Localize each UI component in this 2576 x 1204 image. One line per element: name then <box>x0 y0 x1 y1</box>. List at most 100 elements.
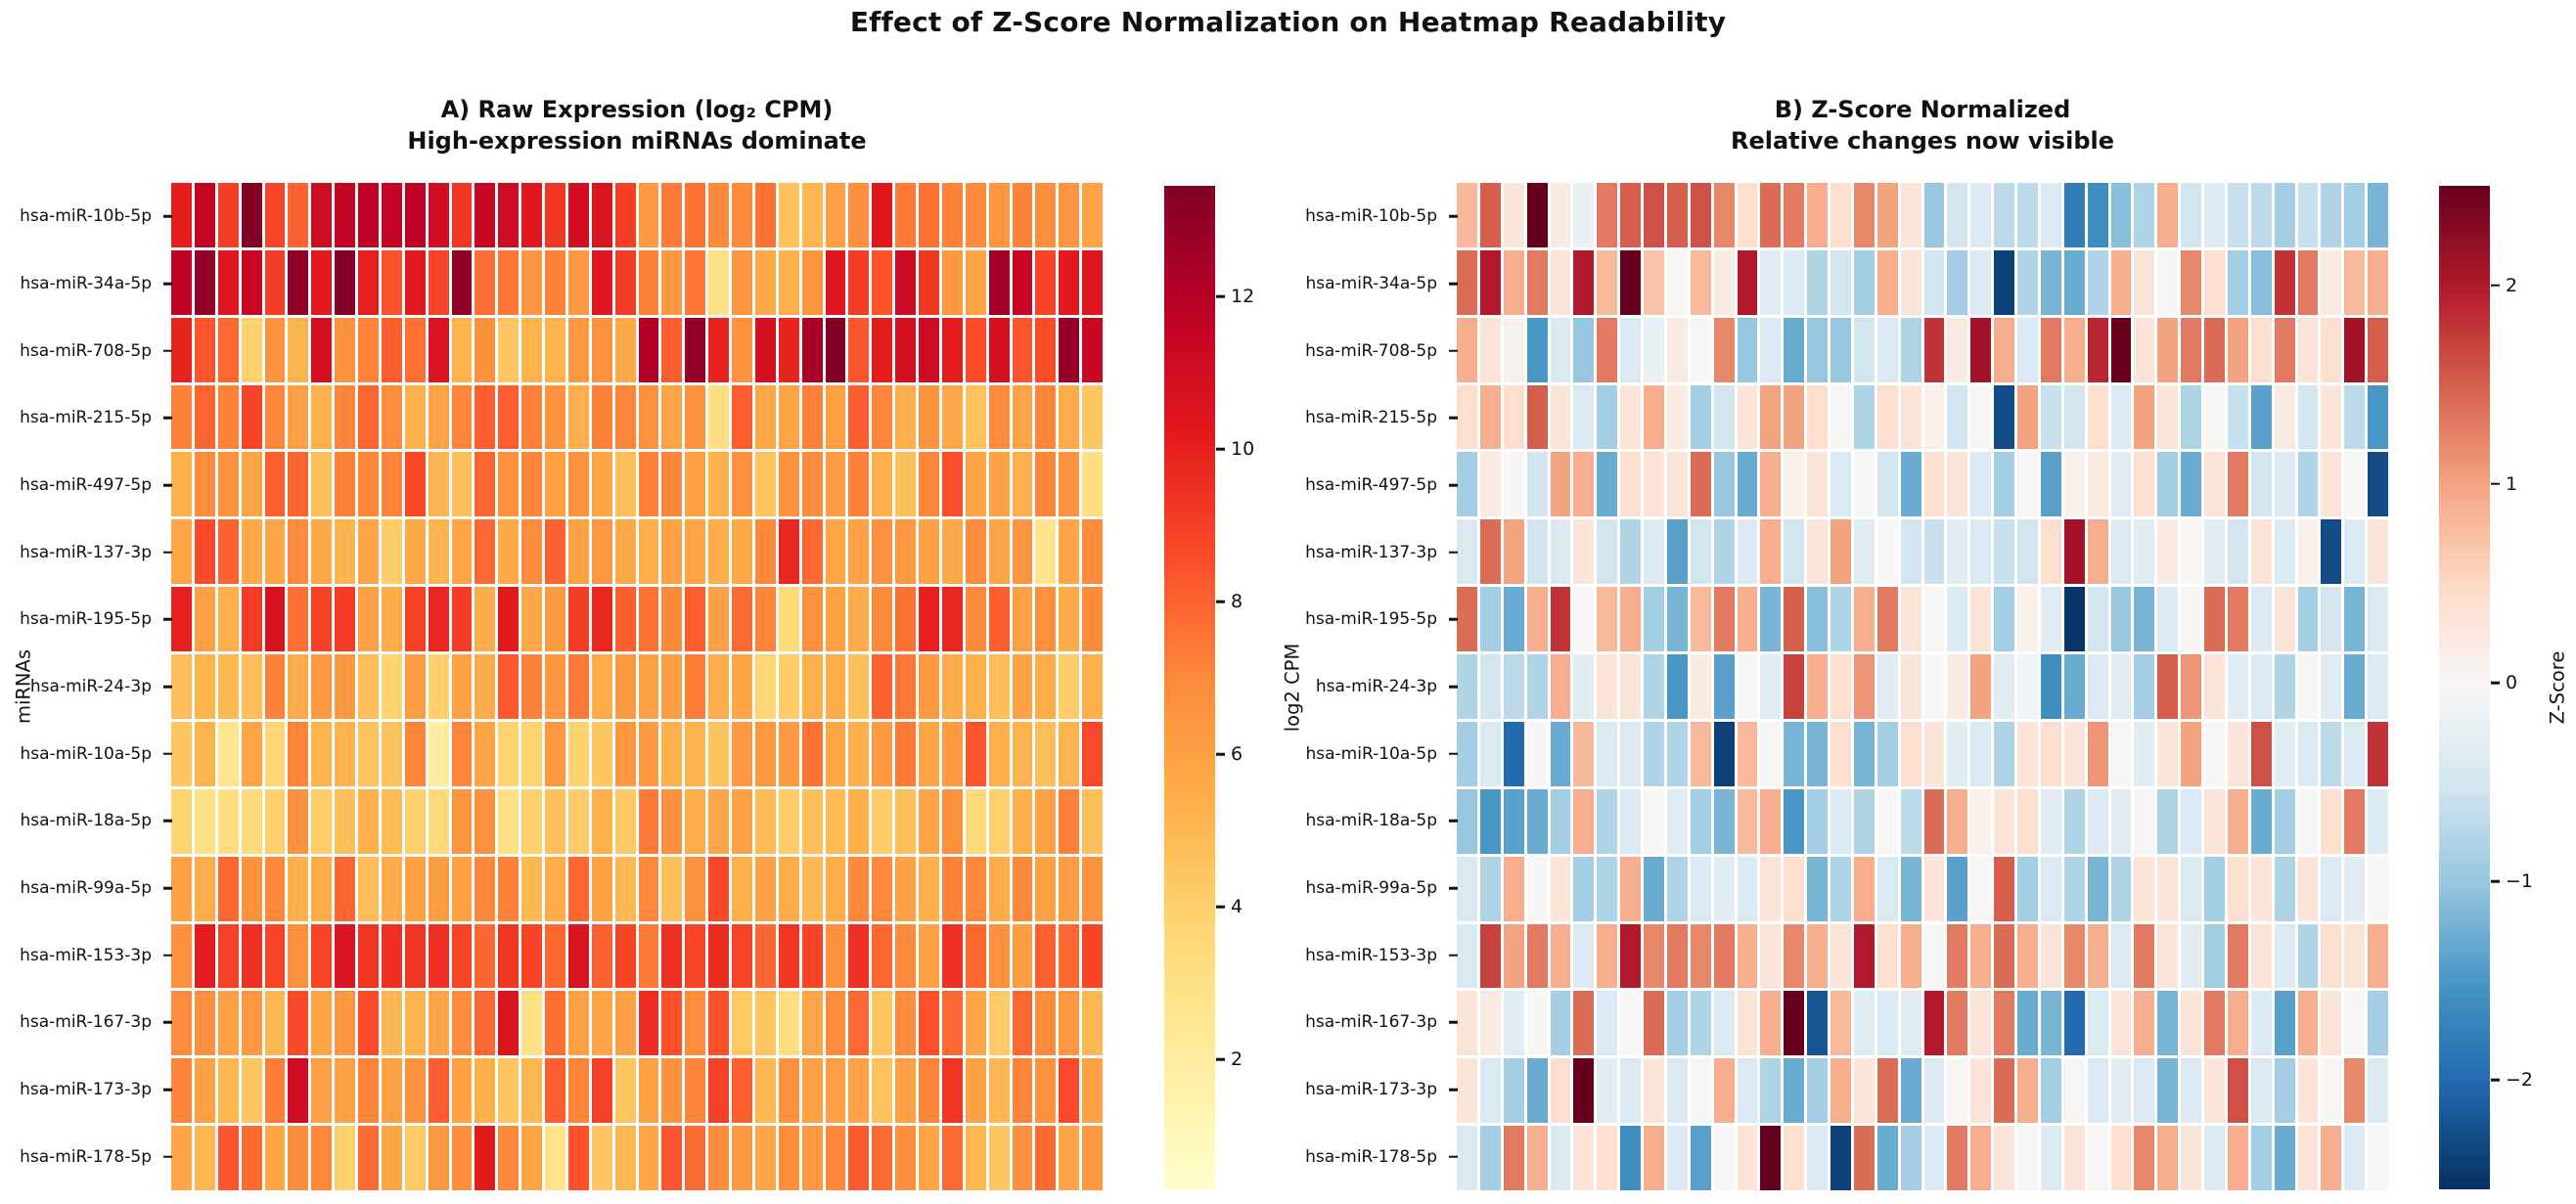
heatmap-cell <box>404 654 426 719</box>
heatmap-cell <box>1713 249 1735 315</box>
heatmap-cell <box>1876 183 1898 247</box>
heatmap-cell <box>1760 856 1782 921</box>
heatmap-cell <box>335 923 355 989</box>
heatmap-cell <box>381 587 402 652</box>
heatmap-cell <box>2227 519 2248 585</box>
heatmap-cell <box>1550 654 1571 719</box>
heatmap-cell <box>404 519 426 585</box>
heatmap-cell <box>2368 856 2388 921</box>
heatmap-cell <box>428 587 449 652</box>
heatmap-cell <box>1597 452 1618 517</box>
heatmap-cell <box>1620 384 1641 450</box>
heatmap-cell <box>1503 249 1524 315</box>
heatmap-cell <box>1876 317 1898 382</box>
heatmap-cell <box>2297 384 2319 450</box>
heatmap-cell <box>848 519 870 585</box>
heatmap-cell <box>1035 587 1057 652</box>
colorbar-tick-mark <box>1216 906 1225 909</box>
heatmap-cell <box>1713 788 1735 854</box>
heatmap-cell <box>2368 249 2388 315</box>
heatmap-cell <box>848 183 870 247</box>
heatmap-cell <box>1082 856 1103 921</box>
panel-a-title-line2: High-expression miRNAs dominate <box>407 127 867 155</box>
heatmap-cell <box>1853 654 1875 719</box>
heatmap-cell <box>1923 249 1945 315</box>
heatmap-cell <box>1597 587 1618 652</box>
heatmap-cell <box>1737 991 1758 1056</box>
heatmap-cell <box>1550 856 1571 921</box>
heatmap-cell <box>2321 856 2342 921</box>
heatmap-cell <box>2134 856 2155 921</box>
heatmap-cell <box>895 317 916 382</box>
figure-title: Effect of Z-Score Normalization on Heatm… <box>849 6 1727 38</box>
heatmap-cell <box>2181 856 2201 921</box>
heatmap-cell <box>895 923 916 989</box>
heatmap-cell <box>591 923 612 989</box>
heatmap-cell <box>521 1126 542 1190</box>
heatmap-cell <box>638 587 659 652</box>
heatmap-cell <box>217 923 239 989</box>
heatmap-cell <box>988 923 1010 989</box>
row-label: hsa-miR-137-3p <box>1305 542 1437 562</box>
heatmap-cell <box>1620 183 1641 247</box>
heatmap-cell <box>171 856 192 921</box>
heatmap-cell <box>358 788 379 854</box>
heatmap-cell <box>1690 452 1711 517</box>
heatmap-cell <box>451 856 473 921</box>
heatmap-cell <box>1457 856 1477 921</box>
heatmap-cell <box>567 788 589 854</box>
heatmap-cell <box>1059 519 1080 585</box>
heatmap-cell <box>1035 1058 1057 1124</box>
heatmap-cell <box>1994 1058 2014 1124</box>
heatmap-cell <box>381 1058 402 1124</box>
heatmap-cell <box>638 452 659 517</box>
heatmap-cell <box>1784 654 1805 719</box>
heatmap-cell <box>545 654 565 719</box>
heatmap-cell <box>848 249 870 315</box>
heatmap-cell <box>2204 721 2225 786</box>
heatmap-cell <box>335 317 355 382</box>
heatmap-cell <box>1970 856 1992 921</box>
heatmap-cell <box>895 654 916 719</box>
heatmap-cell <box>521 452 542 517</box>
heatmap-cell <box>2297 1126 2319 1190</box>
heatmap-cell <box>825 452 846 517</box>
heatmap-cell <box>311 923 333 989</box>
heatmap-cell <box>941 452 963 517</box>
heatmap-cell <box>778 856 799 921</box>
heatmap-cell <box>521 991 542 1056</box>
heatmap-cell <box>872 317 893 382</box>
heatmap-cell <box>451 721 473 786</box>
heatmap-cell <box>1082 183 1103 247</box>
heatmap-cell <box>1479 856 1501 921</box>
heatmap-cell <box>2297 654 2319 719</box>
heatmap-cell <box>1012 991 1033 1056</box>
heatmap-cell <box>685 1126 706 1190</box>
y-tick-mark <box>1449 551 1458 554</box>
heatmap-cell <box>1644 317 1664 382</box>
heatmap-cell <box>1994 788 2014 854</box>
heatmap-cell <box>778 1126 799 1190</box>
heatmap-cell <box>2274 587 2295 652</box>
heatmap-cell <box>2110 654 2132 719</box>
heatmap-cell <box>2017 317 2038 382</box>
heatmap-cell <box>872 587 893 652</box>
heatmap-cell <box>1807 721 1828 786</box>
heatmap-cell <box>358 384 379 450</box>
heatmap-cell <box>335 183 355 247</box>
heatmap-cell <box>2087 721 2108 786</box>
heatmap-cell <box>2344 249 2366 315</box>
heatmap-cell <box>1970 317 1992 382</box>
heatmap-cell <box>1923 183 1945 247</box>
y-tick-mark <box>163 349 172 352</box>
heatmap-cell <box>2157 1126 2179 1190</box>
heatmap-cell <box>475 991 496 1056</box>
heatmap-cell <box>754 183 776 247</box>
heatmap-cell <box>2321 317 2342 382</box>
heatmap-cell <box>451 384 473 450</box>
heatmap-cell <box>264 1058 286 1124</box>
heatmap-cell <box>171 991 192 1056</box>
heatmap-cell <box>1573 1058 1595 1124</box>
heatmap-cell <box>451 183 473 247</box>
heatmap-cell <box>2250 249 2272 315</box>
